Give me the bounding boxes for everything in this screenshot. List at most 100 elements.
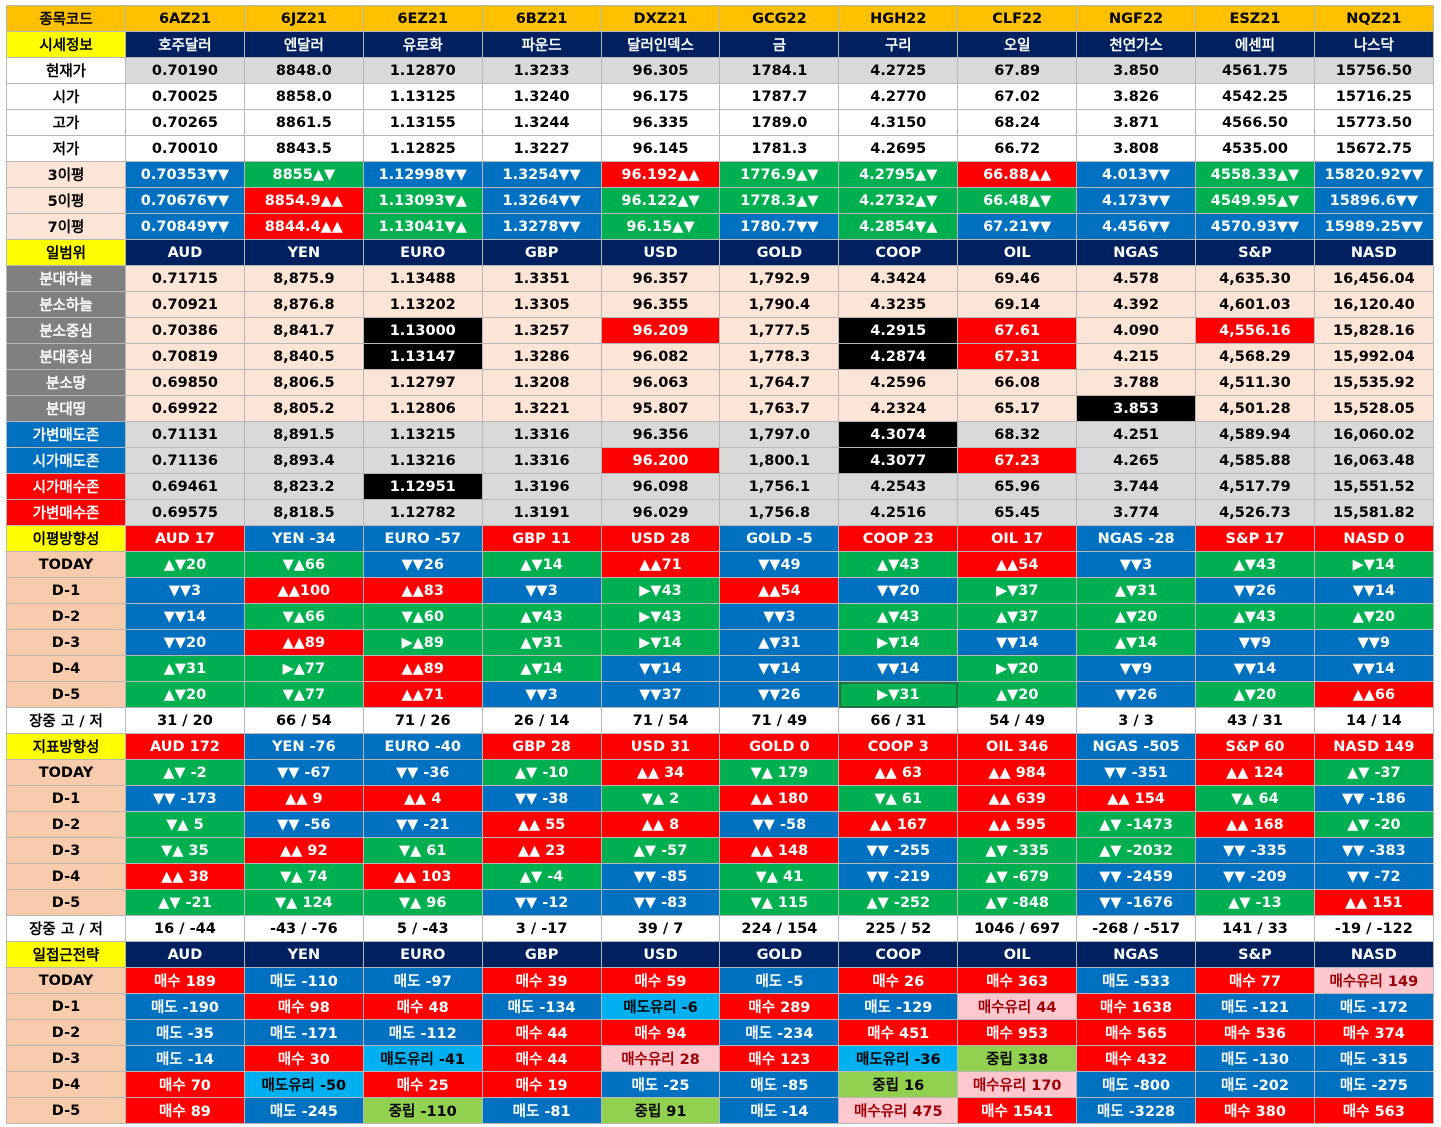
data-cell[interactable]: ▲▲ 151 (1313, 889, 1434, 916)
data-cell[interactable]: GBP (481, 239, 602, 266)
data-cell[interactable]: NGAS (1076, 239, 1197, 266)
data-cell[interactable]: 4.578 (1076, 265, 1197, 292)
data-cell[interactable]: ▼▼3 (1076, 551, 1197, 578)
data-cell[interactable]: ▲▲66 (1313, 681, 1434, 708)
data-cell[interactable]: 매수 25 (362, 1071, 483, 1098)
data-cell[interactable]: ▲▲54 (957, 551, 1078, 578)
data-cell[interactable]: GBP (481, 941, 602, 968)
data-cell[interactable]: 15773.50 (1313, 109, 1434, 136)
data-cell[interactable]: 1,792.9 (719, 265, 840, 292)
data-cell[interactable]: ▼▼20 (125, 629, 245, 656)
data-cell[interactable]: 66 / 31 (838, 707, 959, 734)
row-label-cell[interactable]: D-1 (6, 577, 126, 604)
data-cell[interactable]: 65.17 (957, 395, 1078, 422)
data-cell[interactable]: 4.2915 (838, 317, 959, 344)
data-cell[interactable]: GOLD 0 (719, 733, 840, 760)
data-cell[interactable]: 1.3227 (481, 135, 602, 162)
data-cell[interactable]: 96.122▲▼ (600, 187, 721, 214)
data-cell[interactable]: 1.13216 (362, 447, 483, 474)
data-cell[interactable]: ▲▼ -1473 (1076, 811, 1197, 838)
data-cell[interactable]: 1.13202 (362, 291, 483, 318)
data-cell[interactable]: 4.013▼▼ (1076, 161, 1197, 188)
data-cell[interactable]: -268 / -517 (1076, 915, 1197, 942)
data-cell[interactable]: ▲▼ -4 (481, 863, 602, 890)
data-cell[interactable]: 1.13215 (362, 421, 483, 448)
data-cell[interactable]: 0.71136 (125, 447, 245, 474)
row-label-cell[interactable]: D-5 (6, 681, 126, 708)
data-cell[interactable]: 1.13041▼▲ (362, 213, 483, 240)
row-label-cell[interactable]: 분소땅 (6, 369, 126, 396)
row-label-cell[interactable]: TODAY (6, 551, 126, 578)
data-cell[interactable]: 14 / 14 (1313, 707, 1434, 734)
row-label-cell[interactable]: D-2 (6, 603, 126, 630)
data-cell[interactable]: 4.3077 (838, 447, 959, 474)
data-cell[interactable]: -19 / -122 (1313, 915, 1434, 942)
data-cell[interactable]: 15,581.82 (1313, 499, 1434, 526)
data-cell[interactable]: 8,818.5 (243, 499, 364, 526)
data-cell[interactable]: S&P 17 (1195, 525, 1315, 552)
data-cell[interactable]: ▼▼14 (1313, 655, 1434, 682)
row-label-cell[interactable]: 장중 고 / 저 (6, 915, 126, 942)
data-cell[interactable]: 69.14 (957, 291, 1078, 318)
data-cell[interactable]: ▼▲ 41 (719, 863, 840, 890)
data-cell[interactable]: NASD (1313, 941, 1434, 968)
data-cell[interactable]: ▲▼37 (957, 603, 1078, 630)
data-cell[interactable]: 매수 44 (481, 1045, 602, 1072)
data-cell[interactable]: 4.3150 (838, 109, 959, 136)
data-cell[interactable]: 16,120.40 (1313, 291, 1434, 318)
data-cell[interactable]: 15820.92▼▼ (1313, 161, 1434, 188)
data-cell[interactable]: 4.2324 (838, 395, 959, 422)
data-cell[interactable]: ▶▼14 (838, 629, 959, 656)
data-cell[interactable]: 천연가스 (1076, 31, 1197, 58)
data-cell[interactable]: 매도 -85 (719, 1071, 840, 1098)
data-cell[interactable]: 매수 1541 (957, 1097, 1078, 1124)
row-label-cell[interactable]: 시세정보 (6, 31, 126, 58)
data-cell[interactable]: ▲▼43 (1195, 551, 1315, 578)
data-cell[interactable]: 매도유리 -41 (362, 1045, 483, 1072)
data-cell[interactable]: 67.23 (957, 447, 1078, 474)
data-cell[interactable]: GBP 11 (481, 525, 602, 552)
row-label-cell[interactable]: TODAY (6, 759, 126, 786)
data-cell[interactable]: 매수 374 (1313, 1019, 1434, 1046)
data-cell[interactable]: 1.12806 (362, 395, 483, 422)
data-cell[interactable]: 0.70921 (125, 291, 245, 318)
data-cell[interactable]: 1.3316 (481, 447, 602, 474)
data-cell[interactable]: 15,828.16 (1313, 317, 1434, 344)
data-cell[interactable]: 1.13000 (362, 317, 483, 344)
data-cell[interactable]: 15756.50 (1313, 57, 1434, 84)
data-cell[interactable]: ▲▼43 (1195, 603, 1315, 630)
data-cell[interactable]: 매수유리 475 (838, 1097, 959, 1124)
data-cell[interactable]: 매수 451 (838, 1019, 959, 1046)
data-cell[interactable]: 매수 189 (125, 967, 245, 994)
data-cell[interactable]: ▲▼14 (481, 655, 602, 682)
data-cell[interactable]: 66.72 (957, 135, 1078, 162)
data-cell[interactable]: 1.13488 (362, 265, 483, 292)
data-cell[interactable]: ▲▲ 180 (719, 785, 840, 812)
row-label-cell[interactable]: 고가 (6, 109, 126, 136)
data-cell[interactable]: 8,891.5 (243, 421, 364, 448)
data-cell[interactable]: NGF22 (1076, 5, 1197, 32)
row-label-cell[interactable]: D-2 (6, 811, 126, 838)
data-cell[interactable]: 1.13155 (362, 109, 483, 136)
data-cell[interactable]: ▼▲ 96 (362, 889, 483, 916)
data-cell[interactable]: 매수 44 (481, 1019, 602, 1046)
data-cell[interactable]: 매도 -275 (1313, 1071, 1434, 1098)
data-cell[interactable]: 구리 (838, 31, 959, 58)
data-cell[interactable]: ▼▼26 (1195, 577, 1315, 604)
row-label-cell[interactable]: D-1 (6, 785, 126, 812)
data-cell[interactable]: 15896.6▼▼ (1313, 187, 1434, 214)
data-cell[interactable]: ▼▲ 64 (1195, 785, 1315, 812)
data-cell[interactable]: ▼▼ -21 (362, 811, 483, 838)
data-cell[interactable]: ▼▲ 115 (719, 889, 840, 916)
data-cell[interactable]: ▼▼3 (481, 681, 602, 708)
data-cell[interactable]: ▼▼37 (600, 681, 721, 708)
data-cell[interactable]: ▼▼ -58 (719, 811, 840, 838)
data-cell[interactable]: 4542.25 (1195, 83, 1315, 110)
data-cell[interactable]: 1.12782 (362, 499, 483, 526)
data-cell[interactable]: EURO -40 (362, 733, 483, 760)
row-label-cell[interactable]: 시가매수존 (6, 473, 126, 500)
data-cell[interactable]: ▲▲100 (243, 577, 364, 604)
data-cell[interactable]: 매도유리 -6 (600, 993, 721, 1020)
data-cell[interactable]: 1,778.3 (719, 343, 840, 370)
row-label-cell[interactable]: 분소중심 (6, 317, 126, 344)
